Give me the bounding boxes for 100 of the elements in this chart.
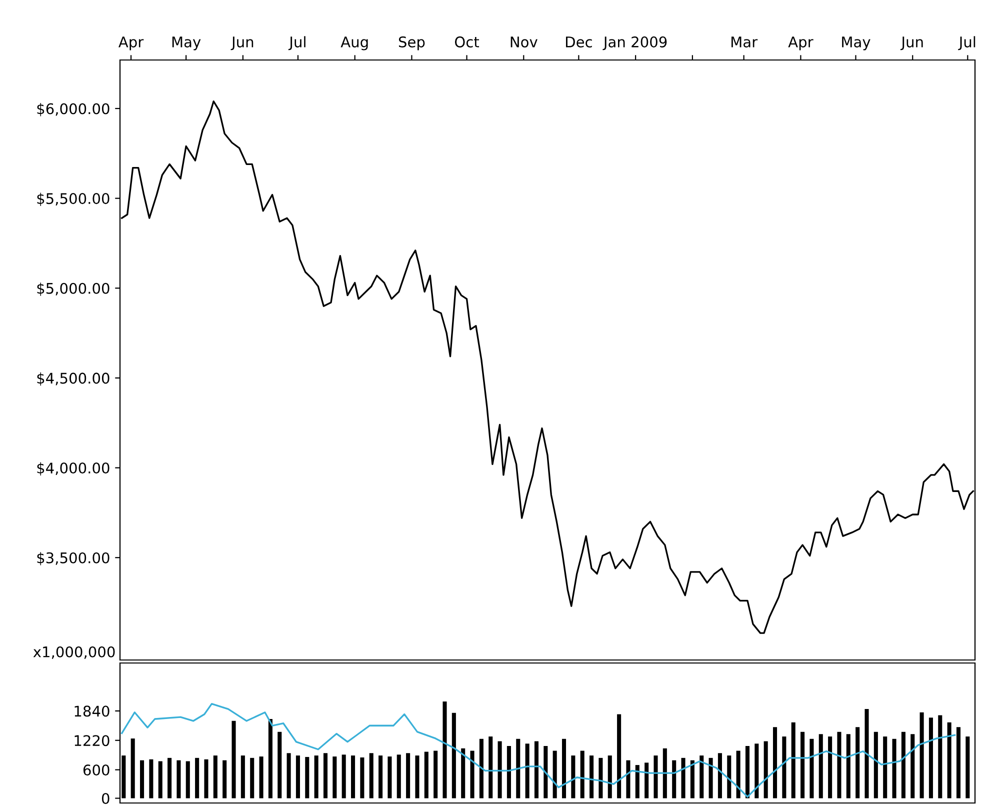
bar bbox=[928, 718, 933, 798]
bar bbox=[754, 744, 759, 798]
x-tick-label: Jan 2009 bbox=[602, 36, 667, 50]
bar bbox=[672, 760, 676, 798]
x-tick-label: Oct bbox=[454, 36, 480, 48]
y-tick-label: $6,000.00 bbox=[37, 102, 110, 116]
x-tick-label: May bbox=[172, 36, 201, 50]
bar bbox=[562, 738, 566, 798]
bar bbox=[818, 734, 823, 798]
bar bbox=[901, 732, 906, 798]
y-tick-label: $4,000.00 bbox=[37, 462, 110, 476]
bar bbox=[268, 719, 272, 798]
bar bbox=[461, 748, 466, 798]
y-tick-label: 1220 bbox=[74, 735, 110, 746]
y-tick-label: $5,500.00 bbox=[37, 192, 110, 206]
bar bbox=[626, 760, 630, 798]
bar bbox=[700, 756, 704, 798]
x-tick-label: Aug bbox=[340, 36, 368, 50]
bar bbox=[168, 758, 172, 798]
bar bbox=[635, 765, 640, 798]
bar bbox=[296, 756, 300, 798]
bar bbox=[947, 722, 952, 798]
bar bbox=[791, 722, 796, 798]
bar bbox=[956, 727, 961, 798]
bar bbox=[727, 756, 732, 798]
x-tick-label: Jun bbox=[900, 36, 923, 50]
bar bbox=[442, 701, 447, 798]
bar bbox=[856, 727, 860, 798]
bar bbox=[681, 758, 686, 798]
bar bbox=[158, 761, 162, 798]
bar bbox=[259, 756, 264, 798]
y-tick-label: $3,500.00 bbox=[37, 552, 110, 566]
bar bbox=[406, 753, 410, 798]
x-tick-label: Jul bbox=[288, 36, 306, 50]
bar bbox=[213, 756, 218, 798]
bar bbox=[708, 758, 713, 798]
bar bbox=[590, 756, 594, 798]
bar bbox=[130, 738, 135, 798]
bar bbox=[350, 756, 356, 798]
line-series bbox=[121, 702, 956, 798]
bar bbox=[764, 741, 768, 798]
x-tick-label: Jun bbox=[230, 36, 254, 50]
x-tick-label: Apr bbox=[788, 36, 814, 50]
y-axis-title: x1,000,000 bbox=[33, 646, 115, 659]
y-tick-label: $4,500.00 bbox=[37, 372, 110, 386]
bar bbox=[782, 736, 786, 798]
bar bbox=[617, 714, 622, 798]
bar bbox=[846, 734, 850, 798]
bar bbox=[534, 741, 539, 798]
bar bbox=[222, 760, 227, 798]
bar bbox=[644, 762, 649, 798]
bar bbox=[498, 741, 502, 798]
bar bbox=[342, 754, 346, 798]
bar bbox=[314, 756, 318, 798]
x-tick-label: Sep bbox=[398, 36, 425, 50]
bar bbox=[544, 746, 548, 798]
bar bbox=[434, 750, 438, 798]
bar bbox=[718, 753, 722, 798]
bar bbox=[360, 757, 364, 798]
bar bbox=[240, 756, 245, 798]
bar bbox=[525, 744, 530, 798]
bar bbox=[378, 756, 383, 798]
bar bbox=[516, 738, 520, 798]
bar bbox=[864, 709, 869, 798]
bar bbox=[920, 712, 924, 798]
y-tick-label: 0 bbox=[102, 792, 110, 804]
bar bbox=[250, 758, 254, 798]
x-tick-label: Jul bbox=[958, 36, 976, 50]
bar bbox=[552, 750, 557, 798]
bar bbox=[278, 732, 282, 798]
bar bbox=[662, 748, 667, 798]
bar bbox=[571, 756, 576, 798]
bar bbox=[195, 758, 200, 798]
bar bbox=[204, 759, 208, 798]
bar bbox=[388, 756, 392, 798]
x-tick-label: Apr bbox=[118, 36, 144, 50]
bar bbox=[323, 753, 328, 798]
bar bbox=[396, 754, 401, 798]
bar bbox=[232, 720, 236, 798]
bar bbox=[736, 750, 740, 798]
bar bbox=[369, 753, 374, 798]
bar bbox=[470, 750, 474, 798]
x-tick-label: Dec bbox=[566, 36, 592, 48]
bar bbox=[772, 727, 778, 798]
y-tick-label: 1840 bbox=[74, 706, 110, 717]
y-tick-label: $5,000.00 bbox=[37, 282, 110, 296]
bar bbox=[149, 759, 154, 798]
y-tick-label: 600 bbox=[83, 764, 110, 776]
bar bbox=[690, 760, 694, 798]
bar bbox=[305, 756, 310, 798]
x-tick-label: Mar bbox=[731, 36, 758, 48]
bar bbox=[837, 732, 842, 798]
bar bbox=[332, 756, 337, 798]
bar bbox=[598, 758, 603, 798]
bar bbox=[892, 738, 896, 798]
bar bbox=[910, 734, 915, 798]
bar bbox=[506, 746, 511, 798]
bar bbox=[883, 736, 888, 798]
bar bbox=[828, 736, 832, 798]
bar bbox=[488, 736, 493, 798]
